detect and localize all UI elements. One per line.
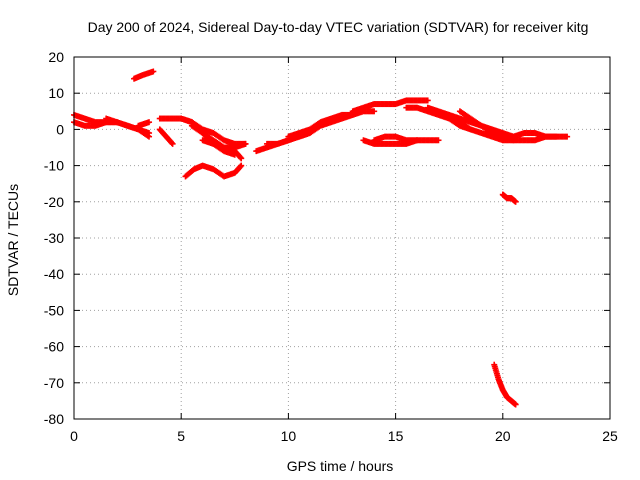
data-point [424, 97, 431, 104]
data-point [371, 108, 378, 115]
y-tick-label: 20 [48, 49, 64, 65]
data-point [564, 133, 571, 140]
data-point [146, 119, 153, 126]
chart-title: Day 200 of 2024, Sidereal Day-to-day VTE… [88, 19, 589, 35]
data-point [237, 163, 244, 170]
y-tick-label: -20 [44, 194, 64, 210]
series-arc-12 [199, 137, 249, 151]
grid-layer [74, 57, 610, 419]
x-tick-label: 10 [281, 428, 297, 444]
series-arc-07 [156, 126, 176, 147]
series-arc-18 [371, 133, 421, 144]
data-point [242, 140, 249, 147]
series-arc-16 [349, 97, 431, 115]
data-point [146, 133, 153, 140]
data-point [237, 154, 244, 161]
data-point [553, 133, 560, 140]
series-arc-04 [131, 68, 157, 82]
y-axis-label: SDTVAR / TECUs [5, 184, 21, 296]
series-arc-25 [499, 191, 519, 205]
y-tick-label: -70 [44, 375, 64, 391]
y-tick-label: -30 [44, 230, 64, 246]
y-tick-label: 0 [56, 121, 64, 137]
series-arc-11 [182, 162, 245, 180]
y-tick-label: -50 [44, 302, 64, 318]
y-tick-label: 10 [48, 85, 64, 101]
axis-ticks: 0 5 10 15 20 25 20 10 0 -10 -20 -30 -40 -50 -60 -70 -80 [44, 49, 618, 444]
data-point [512, 401, 519, 408]
series-arc-24 [510, 133, 560, 144]
data-point [435, 137, 442, 144]
data-point [238, 155, 245, 162]
x-tick-label: 0 [70, 428, 78, 444]
x-tick-label: 5 [177, 428, 185, 444]
y-tick-label: -40 [44, 266, 64, 282]
x-tick-label: 25 [602, 428, 618, 444]
data-point [168, 139, 175, 146]
data-point [512, 198, 519, 205]
series-arc-05 [135, 119, 153, 129]
data-marks [71, 68, 571, 408]
y-tick-label: -60 [44, 339, 64, 355]
series-arc-22 [456, 108, 506, 140]
y-tick-label: -10 [44, 158, 64, 174]
x-axis-label: GPS time / hours [287, 458, 394, 474]
data-point [169, 140, 176, 147]
x-tick-label: 20 [495, 428, 511, 444]
series-arc-26 [491, 361, 519, 408]
x-tick-label: 15 [388, 428, 404, 444]
data-point [150, 68, 157, 75]
y-tick-label: -80 [44, 411, 64, 427]
series-arc-23 [499, 130, 571, 140]
series-arc-03 [103, 115, 153, 140]
data-point [414, 137, 421, 144]
data-point [238, 162, 245, 169]
